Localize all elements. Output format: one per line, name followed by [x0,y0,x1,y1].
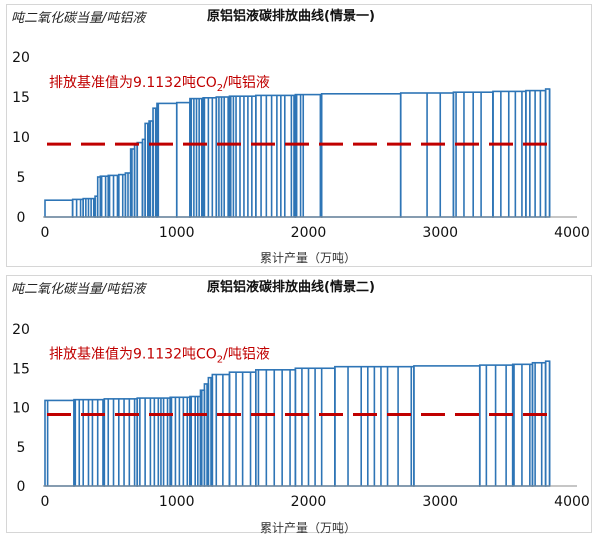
x-tick-label: 3000 [422,225,458,241]
y-tick-label: 15 [12,90,30,106]
step-bar [294,93,323,218]
y-tick-label: 20 [12,322,30,338]
y-tick-label: 20 [12,50,30,66]
x-axis-label: 累计产量（万吨） [260,521,357,535]
step-bar [103,398,139,487]
x-tick-label: 1000 [159,225,195,241]
x-tick-label: 0 [41,494,50,510]
x-tick-label: 2000 [291,225,327,241]
step-bar [156,102,178,218]
x-tick-label: 1000 [159,494,195,510]
y-tick-label: 5 [17,170,26,186]
y-tick-label: 0 [17,210,26,226]
chart-plot: 0 5 10 15 20 0 1000 2000 3000 4000 排放基准值为9.1132吨CO… [12,50,590,241]
baseline-annotation: 排放基准值为9.1132吨CO2/吨铝液 [49,74,270,94]
step-bar [44,199,74,218]
chart-plot: 0 5 10 15 20 0 1000 2000 3000 4000 排放基准值为9.1132吨CO… [12,322,590,510]
x-tick-label: 4000 [554,225,590,241]
y-axis-label: 吨二氧化碳当量/吨铝液 [11,11,146,26]
y-axis-label: 吨二氧化碳当量/吨铝液 [11,282,146,297]
step-bar [175,101,191,218]
y-tick-label: 10 [12,401,30,417]
y-tick-label: 5 [17,440,26,456]
chart-panel-scenario-1: 吨二氧化碳当量/吨铝液 原铝铝液碳排放曲线(情景一) 0 5 10 15 20 0 1000… [6,4,592,267]
chart-panel-scenario-2: 吨二氧化碳当量/吨铝液 原铝铝液碳排放曲线(情景二) 0 5 10 15 20 0 1000… [6,275,592,535]
step-bar [320,93,402,218]
x-tick-label: 4000 [554,494,590,510]
x-tick-label: 3000 [422,494,458,510]
step-bar [71,198,85,218]
y-tick-label: 0 [17,479,26,495]
baseline-annotation: 排放基准值为9.1132吨CO2/吨铝液 [49,345,270,365]
step-bar [211,373,231,487]
y-tick-label: 10 [12,130,30,146]
x-tick-label: 0 [41,225,50,241]
x-axis-label: 累计产量（万吨） [260,251,357,265]
x-tick-label: 2000 [291,494,327,510]
chart-title: 原铝铝液碳排放曲线(情景二) [207,280,375,295]
y-tick-label: 15 [12,361,30,377]
step-bar [413,365,481,487]
chart-title: 原铝铝液碳排放曲线(情景一) [207,9,375,24]
